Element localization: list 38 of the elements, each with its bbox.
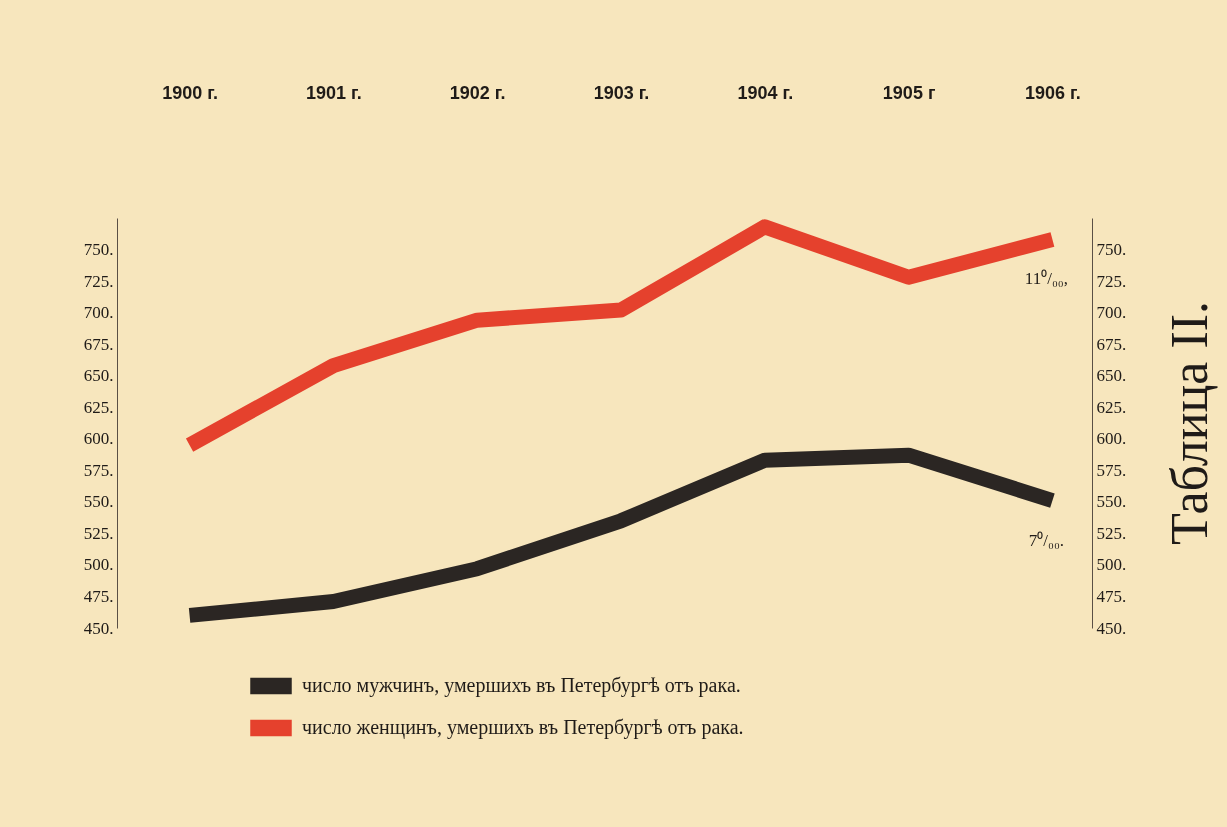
y-tick-label: 700. bbox=[83, 303, 114, 323]
x-tick-label: 1900 г. bbox=[162, 82, 218, 103]
annotation: 7⁰/₀₀. bbox=[1028, 530, 1065, 550]
y2-tick-label: 500. bbox=[1096, 555, 1127, 575]
y2-tick-label: 525. bbox=[1096, 523, 1127, 543]
y-tick-label: 725. bbox=[83, 271, 114, 291]
y2-tick-label: 450. bbox=[1096, 618, 1127, 638]
x-tick-label: 1903 г. bbox=[593, 82, 650, 103]
annotation: 11⁰/₀₀, bbox=[1024, 269, 1069, 289]
y-tick-label: 650. bbox=[83, 366, 114, 386]
legend-label: число женщинъ, умершихъ въ Петербургѣ отъ рака. bbox=[302, 716, 744, 739]
y-tick-label: 450. bbox=[83, 618, 114, 638]
y-tick-label: 750. bbox=[83, 240, 114, 260]
y-tick-label: 475. bbox=[83, 586, 114, 606]
y2-tick-label: 550. bbox=[1096, 492, 1127, 512]
y2-tick-label: 750. bbox=[1096, 240, 1127, 260]
y-tick-label: 525. bbox=[83, 523, 114, 543]
y2-tick-label: 650. bbox=[1096, 366, 1127, 386]
x-tick-label: 1904 г. bbox=[737, 82, 794, 103]
y-tick-label: 575. bbox=[83, 460, 114, 480]
x-tick-label: 1906 г. bbox=[1025, 82, 1081, 103]
y2-tick-label: 600. bbox=[1096, 429, 1127, 449]
y2-tick-label: 575. bbox=[1096, 460, 1127, 480]
y2-tick-label: 675. bbox=[1096, 334, 1127, 354]
y2-tick-label: 725. bbox=[1096, 271, 1127, 291]
text: Таблица II. bbox=[1160, 300, 1218, 546]
y2-tick-label: 625. bbox=[1096, 397, 1127, 417]
y-tick-label: 625. bbox=[83, 397, 114, 417]
y-tick-label: 500. bbox=[83, 555, 114, 575]
x-tick-label: 1901 г. bbox=[306, 82, 362, 103]
y-tick-label: 675. bbox=[83, 334, 114, 354]
x-tick-label: 1902 г. bbox=[449, 82, 506, 103]
y2-tick-label: 475. bbox=[1096, 586, 1127, 606]
y-tick-label: 550. bbox=[83, 492, 114, 512]
y2-tick-label: 700. bbox=[1096, 303, 1127, 323]
legend-label: число мужчинъ, умершихъ въ Петербургѣ отъ рака. bbox=[302, 674, 741, 697]
x-tick-label: 1905 г bbox=[882, 82, 936, 103]
y-tick-label: 600. bbox=[83, 429, 114, 449]
